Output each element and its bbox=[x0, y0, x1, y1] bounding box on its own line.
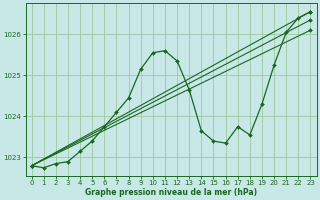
X-axis label: Graphe pression niveau de la mer (hPa): Graphe pression niveau de la mer (hPa) bbox=[85, 188, 257, 197]
